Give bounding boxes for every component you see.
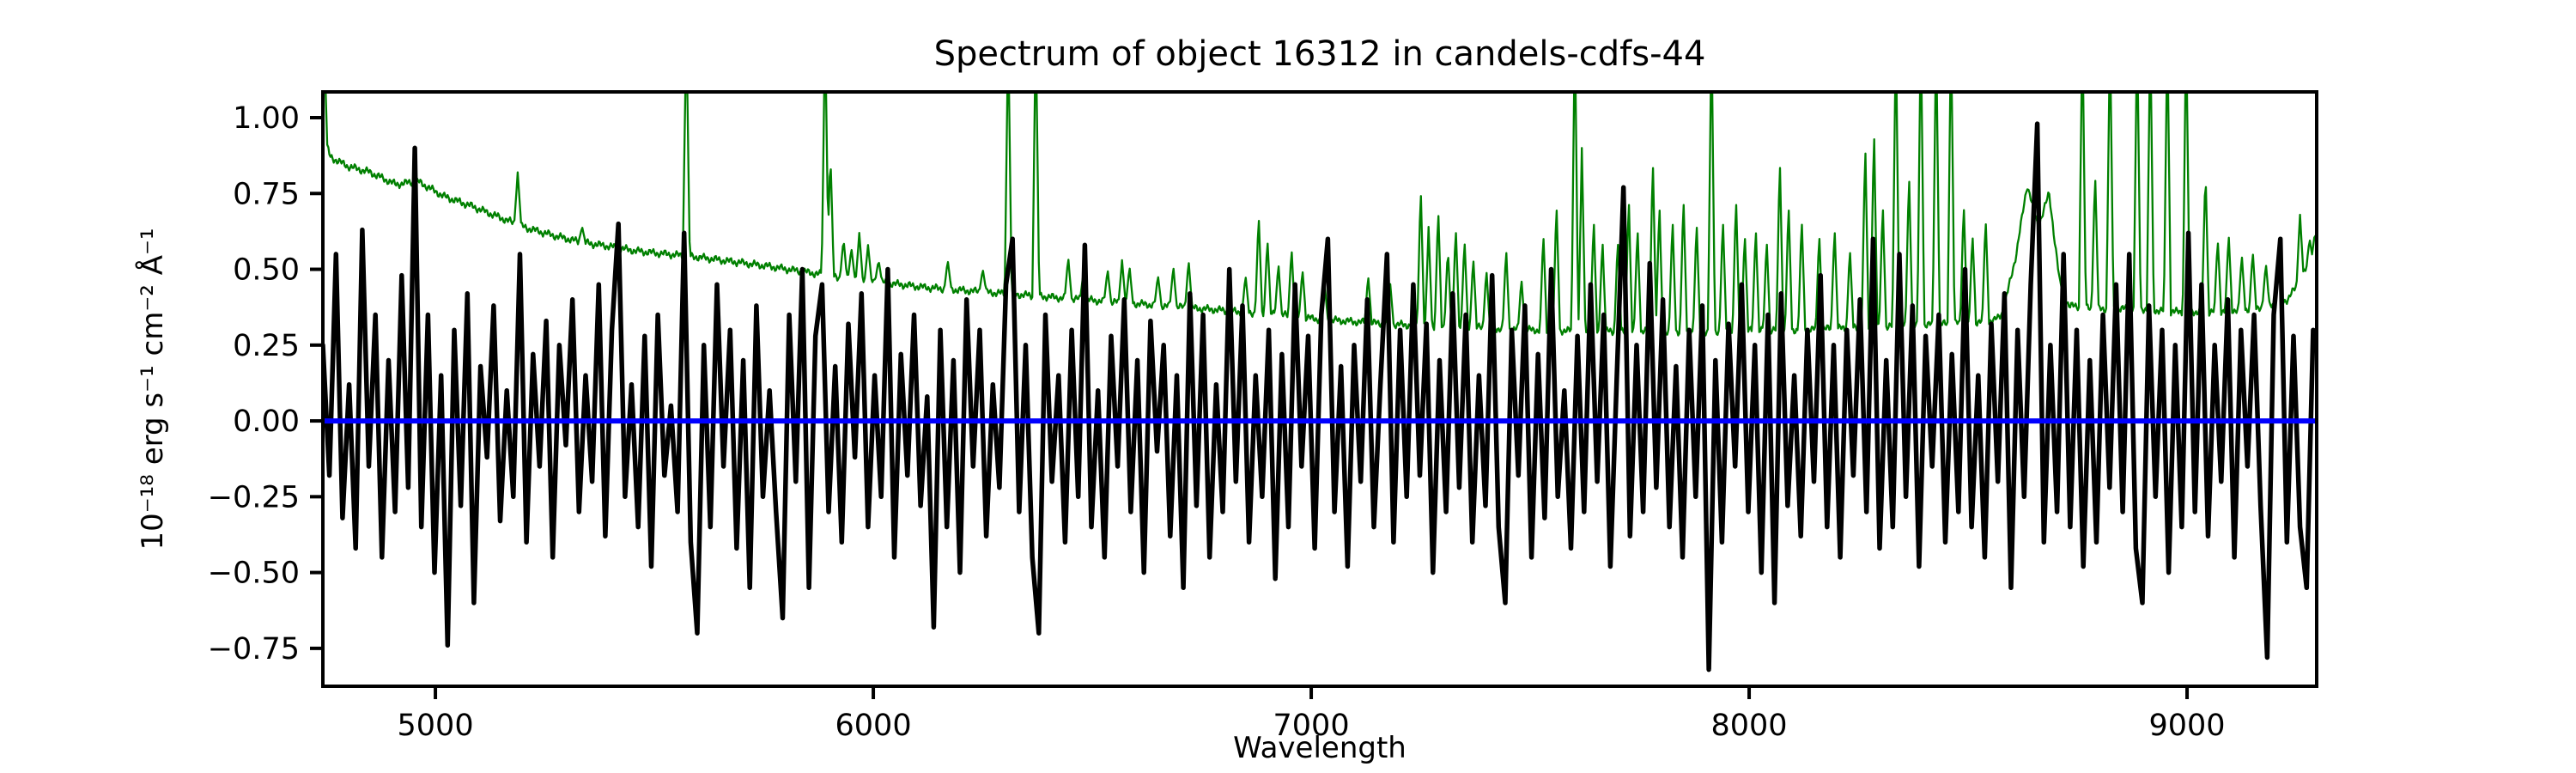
y-axis-label: 10⁻¹⁸ erg s⁻¹ cm⁻² Å⁻¹ bbox=[136, 228, 170, 551]
svg-text:0.25: 0.25 bbox=[233, 329, 300, 363]
svg-text:7000: 7000 bbox=[1273, 709, 1350, 743]
svg-text:0.50: 0.50 bbox=[233, 253, 300, 288]
svg-text:−0.75: −0.75 bbox=[208, 632, 300, 666]
svg-text:−0.25: −0.25 bbox=[208, 480, 300, 514]
svg-text:5000: 5000 bbox=[398, 709, 474, 743]
svg-text:8000: 8000 bbox=[1711, 709, 1788, 743]
chart-title: Spectrum of object 16312 in candels-cdfs… bbox=[933, 34, 1706, 74]
x-axis-label: Wavelength bbox=[1233, 731, 1406, 765]
svg-text:0.75: 0.75 bbox=[233, 177, 300, 211]
svg-text:0.00: 0.00 bbox=[233, 405, 300, 439]
svg-text:1.00: 1.00 bbox=[233, 101, 300, 136]
svg-text:−0.50: −0.50 bbox=[208, 557, 300, 591]
svg-text:9000: 9000 bbox=[2149, 709, 2226, 743]
svg-text:6000: 6000 bbox=[835, 709, 912, 743]
